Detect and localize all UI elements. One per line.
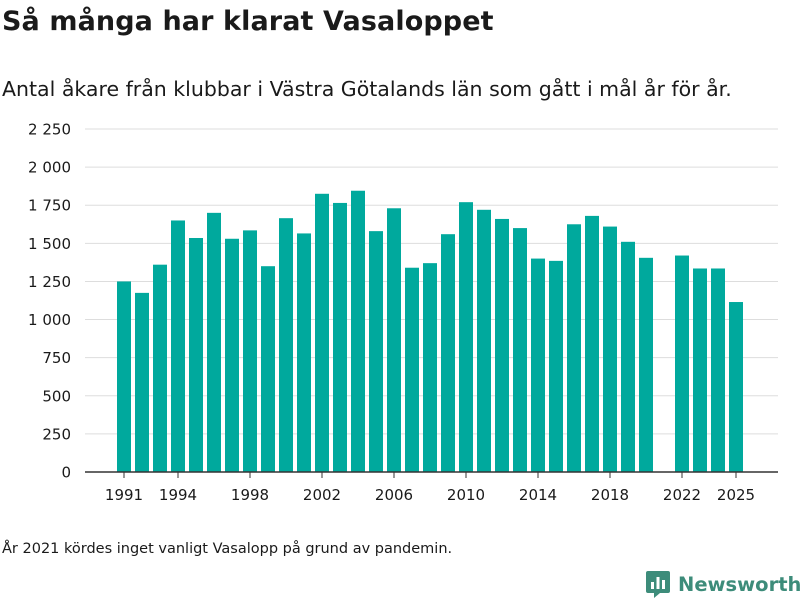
bar-1992 [135, 292, 149, 472]
y-tick-label: 2 000 [28, 159, 71, 177]
bar-1993 [153, 264, 167, 472]
bar-2002 [315, 193, 329, 473]
y-tick-label: 750 [42, 349, 71, 367]
bar-2000 [279, 218, 293, 472]
bar-1996 [207, 212, 221, 472]
bar-2022 [675, 255, 689, 472]
y-tick-label: 1 000 [28, 311, 71, 329]
x-tick-label: 1994 [159, 486, 197, 504]
bar-2008 [423, 263, 437, 472]
bar-2011 [477, 209, 491, 472]
bar-2006 [387, 208, 401, 472]
bar-1998 [243, 230, 257, 472]
x-tick-label: 2010 [447, 486, 485, 504]
y-axis-labels: 0 250 500 750 1 000 1 250 1 500 1 750 2 000 2 250 [28, 121, 71, 482]
x-tick-label: 2006 [375, 486, 413, 504]
bar-2016 [567, 224, 581, 472]
bar-2009 [441, 234, 455, 472]
brand-name: Newsworthy [678, 572, 800, 596]
bar-chart: 0 250 500 750 1 000 1 250 1 500 1 750 2 000 2 250… [28, 121, 778, 504]
bar-2018 [603, 226, 617, 472]
x-tick-label: 1991 [105, 486, 143, 504]
newsworthy-logo: Newsworthy [645, 569, 800, 599]
x-tick-label: 2002 [303, 486, 341, 504]
bar-2015 [549, 260, 563, 472]
bar-2020 [639, 257, 653, 472]
x-tick-label: 2018 [591, 486, 629, 504]
y-tick-label: 0 [61, 464, 71, 482]
bar-2007 [405, 267, 419, 472]
bar-1994 [171, 220, 185, 472]
bar-2024 [711, 268, 725, 472]
newsworthy-logo-icon [646, 571, 670, 598]
bars [117, 190, 743, 473]
chart-subtitle: Antal åkare från klubbar i Västra Götala… [2, 77, 732, 101]
x-axis: 1991 1994 1998 2002 2006 2010 2014 2018 2022 2025 [85, 471, 778, 504]
y-tick-label: 250 [42, 425, 71, 443]
bar-2010 [459, 202, 473, 472]
bar-2005 [369, 231, 383, 472]
y-tick-label: 500 [42, 387, 71, 405]
x-tick-label: 2014 [519, 486, 557, 504]
bar-1991 [117, 281, 131, 472]
bar-1997 [225, 238, 239, 472]
bar-2004 [351, 190, 365, 473]
bar-2012 [495, 218, 509, 472]
bar-2023 [693, 268, 707, 472]
y-tick-label: 2 250 [28, 121, 71, 139]
bar-1995 [189, 237, 203, 472]
bar-2014 [531, 258, 545, 472]
bar-2013 [513, 228, 527, 472]
x-tick-label: 2025 [717, 486, 755, 504]
bar-2003 [333, 202, 347, 473]
bar-2001 [297, 233, 311, 472]
y-tick-label: 1 500 [28, 235, 71, 253]
bar-2025 [729, 302, 743, 472]
y-tick-label: 1 250 [28, 273, 71, 291]
footnote: År 2021 kördes inget vanligt Vasalopp på… [2, 541, 453, 557]
bar-2019 [621, 241, 635, 472]
x-tick-label: 2022 [663, 486, 701, 504]
y-tick-label: 1 750 [28, 197, 71, 215]
chart-title: Så många har klarat Vasaloppet [2, 6, 494, 37]
bar-1999 [261, 266, 275, 472]
bar-2017 [585, 215, 599, 473]
x-tick-label: 1998 [231, 486, 269, 504]
